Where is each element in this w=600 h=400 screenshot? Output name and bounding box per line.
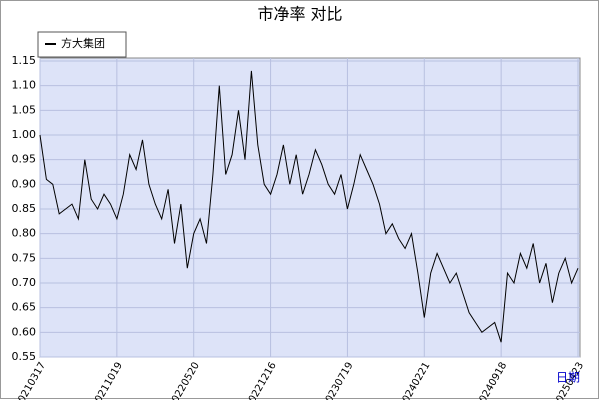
y-tick-label: 0.75: [12, 251, 37, 264]
line: [39, 70, 579, 343]
legend-label: 方大集团: [61, 36, 105, 50]
y-tick-label: 0.95: [12, 153, 37, 166]
y-tick-label: 0.55: [12, 350, 37, 363]
y-tick-label: 1.10: [12, 79, 37, 92]
y-tick-label: 0.65: [12, 301, 37, 314]
y-tick-label: 0.85: [12, 202, 37, 215]
y-tick-label: 0.90: [12, 177, 37, 190]
y-tick-label: 0.60: [12, 325, 37, 338]
y-tick-label: 1.00: [12, 128, 37, 141]
x-axis-label: 日期: [556, 371, 580, 385]
y-tick-label: 1.15: [12, 54, 37, 67]
chart-title: 市净率 对比: [257, 5, 342, 24]
y-tick-label: 1.05: [12, 103, 37, 116]
plot-area: [39, 57, 581, 358]
y-tick-label: 0.70: [12, 276, 37, 289]
y-tick-label: 0.80: [12, 227, 37, 240]
